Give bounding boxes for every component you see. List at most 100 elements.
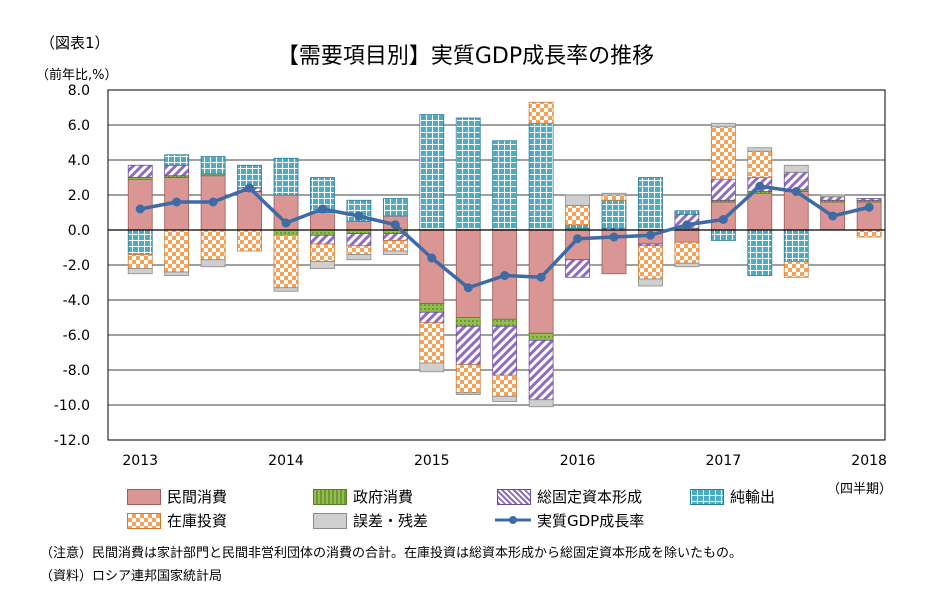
gdp-growth-point bbox=[536, 272, 546, 282]
bar-net-exports bbox=[747, 229, 773, 276]
legend-swatch-discrepancy bbox=[313, 513, 347, 529]
y-tick-label: -8.0 bbox=[63, 363, 90, 379]
figure-label: （図表1） bbox=[40, 34, 110, 52]
source-note: （資料）ロシア連邦国家統計局 bbox=[40, 569, 223, 584]
bar-fixed-capital bbox=[419, 311, 445, 324]
bar-net-exports bbox=[200, 156, 226, 175]
legend-swatch-government bbox=[313, 489, 347, 505]
bar-net-exports bbox=[783, 229, 809, 262]
bar-net-exports bbox=[710, 229, 736, 241]
gdp-growth-point bbox=[245, 183, 255, 193]
bar-inventory bbox=[783, 261, 809, 278]
gdp-growth-point bbox=[390, 220, 400, 230]
y-tick-label: -10.0 bbox=[54, 398, 90, 414]
bar-government bbox=[310, 229, 335, 236]
gdp-growth-point bbox=[609, 232, 619, 242]
y-tick-label: 0.0 bbox=[68, 223, 90, 239]
gdp-growth-point bbox=[354, 211, 364, 221]
bar-fixed-capital bbox=[127, 164, 153, 178]
bar-inventory bbox=[127, 254, 153, 269]
bar-net-exports bbox=[273, 157, 299, 196]
gdp-growth-point bbox=[135, 204, 145, 214]
bar-government bbox=[273, 229, 299, 236]
bar-private-consumption bbox=[455, 229, 481, 318]
bar-fixed-capital bbox=[164, 164, 190, 177]
bar-inventory bbox=[710, 126, 736, 180]
bar-fixed-capital bbox=[710, 178, 736, 201]
bar-discrepancy bbox=[820, 194, 846, 198]
bar-discrepancy bbox=[492, 395, 518, 402]
bar-inventory bbox=[237, 229, 262, 252]
bar-discrepancy bbox=[565, 194, 590, 206]
bar-private-consumption bbox=[674, 229, 700, 243]
bar-private-consumption bbox=[747, 192, 773, 231]
bar-net-exports bbox=[455, 117, 481, 231]
bar-discrepancy bbox=[710, 122, 736, 128]
gdp-growth-point bbox=[791, 187, 801, 196]
bar-inventory bbox=[747, 150, 773, 178]
bar-net-exports bbox=[164, 154, 190, 166]
bar-inventory bbox=[856, 229, 882, 238]
bar-net-exports bbox=[419, 114, 445, 231]
gdp-growth-point bbox=[463, 283, 473, 293]
bar-inventory bbox=[492, 374, 518, 397]
bar-inventory bbox=[565, 205, 590, 226]
legend-label: 誤差・残差 bbox=[353, 512, 429, 530]
bar-discrepancy bbox=[346, 254, 372, 261]
bar-net-exports bbox=[674, 210, 700, 215]
y-tick-label: 4.0 bbox=[68, 153, 90, 169]
gdp-growth-point bbox=[864, 202, 874, 212]
bar-discrepancy bbox=[747, 147, 773, 152]
y-tick-label: -6.0 bbox=[63, 328, 90, 344]
x-tick-label: 2018 bbox=[851, 453, 887, 469]
bar-inventory bbox=[382, 240, 408, 252]
bar-fixed-capital bbox=[492, 325, 518, 376]
legend-label: 総固定資本形成 bbox=[537, 488, 643, 506]
legend-swatch-private-consumption bbox=[127, 489, 161, 505]
bar-discrepancy bbox=[310, 261, 335, 269]
bar-discrepancy bbox=[528, 399, 554, 408]
bar-inventory bbox=[528, 101, 554, 124]
bar-inventory bbox=[455, 364, 481, 394]
y-tick-label: 8.0 bbox=[68, 83, 90, 99]
bar-net-exports bbox=[528, 122, 554, 231]
legend-label: 民間消費 bbox=[167, 488, 228, 506]
bar-private-consumption bbox=[310, 212, 335, 231]
bar-net-exports bbox=[127, 229, 153, 255]
legend-swatch-net-exports bbox=[690, 489, 724, 505]
y-tick-label: -12.0 bbox=[54, 433, 90, 449]
bar-net-exports bbox=[601, 199, 627, 229]
bar-fixed-capital bbox=[856, 198, 882, 201]
x-axis-unit-label: （四半期） bbox=[827, 482, 893, 497]
chart-title: 【需要項目別】実質GDP成長率の推移 bbox=[276, 44, 655, 69]
y-tick-label: -2.0 bbox=[63, 258, 90, 274]
x-tick-label: 2014 bbox=[268, 453, 304, 469]
x-tick-label: 2013 bbox=[122, 453, 158, 469]
bar-private-consumption bbox=[346, 220, 372, 231]
bar-government bbox=[528, 332, 554, 341]
bar-discrepancy bbox=[783, 164, 809, 173]
gdp-growth-point bbox=[718, 215, 728, 224]
bar-fixed-capital bbox=[528, 339, 554, 401]
gdp-growth-point bbox=[208, 197, 218, 207]
x-tick-label: 2016 bbox=[560, 453, 596, 469]
bar-inventory bbox=[674, 241, 700, 264]
bar-fixed-capital bbox=[346, 233, 372, 247]
gdp-growth-point bbox=[645, 230, 655, 240]
bar-government bbox=[492, 318, 518, 327]
legend-label: 政府消費 bbox=[353, 488, 414, 506]
bar-inventory bbox=[346, 245, 372, 255]
bar-inventory bbox=[601, 194, 627, 201]
bar-discrepancy bbox=[164, 271, 190, 276]
gdp-growth-point bbox=[500, 271, 510, 280]
bar-government bbox=[455, 317, 481, 327]
bar-net-exports bbox=[638, 177, 663, 231]
gdp-growth-point bbox=[281, 218, 291, 228]
gdp-growth-point bbox=[682, 220, 692, 230]
bar-net-exports bbox=[492, 140, 518, 231]
x-tick-label: 2017 bbox=[706, 453, 742, 469]
bar-net-exports bbox=[382, 198, 408, 217]
bar-discrepancy bbox=[127, 268, 153, 275]
bar-discrepancy bbox=[273, 287, 299, 292]
